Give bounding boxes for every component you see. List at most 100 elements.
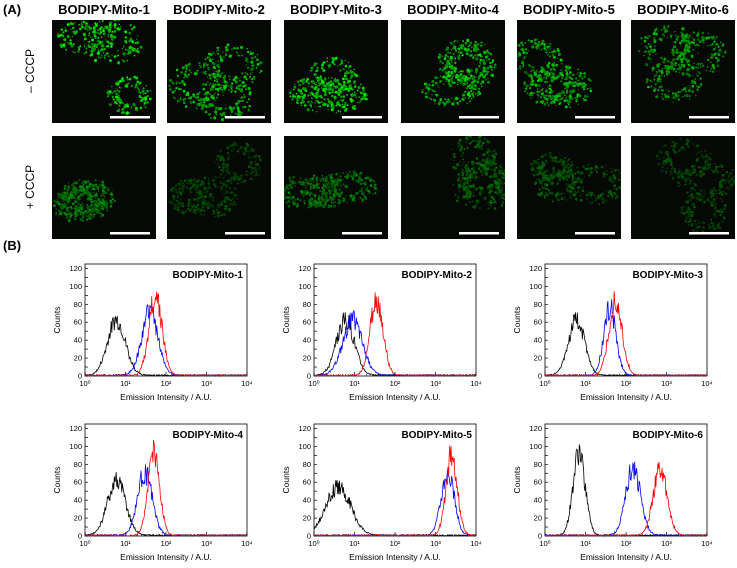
fluorescence-speck	[171, 202, 174, 205]
fluorescence-speck	[548, 189, 550, 191]
fluorescence-speck	[499, 172, 501, 174]
fluorescence-speck	[126, 105, 129, 108]
fluorescence-speck	[117, 90, 118, 91]
fluorescence-speck	[444, 57, 447, 60]
fluorescence-speck	[352, 89, 353, 90]
fluorescence-speck	[712, 71, 714, 73]
fluorescence-speck	[294, 86, 297, 89]
fluorescence-speck	[307, 94, 309, 96]
fluorescence-speck	[533, 162, 535, 164]
fluorescence-speck	[133, 76, 136, 79]
fluorescence-speck	[486, 73, 488, 75]
fluorescence-speck	[70, 217, 71, 218]
fluorescence-speck	[92, 185, 94, 187]
fluorescence-speck	[472, 88, 475, 91]
fluorescence-speck	[331, 57, 334, 60]
fluorescence-speck	[89, 46, 91, 48]
fluorescence-speck	[98, 203, 99, 204]
fluorescence-speck	[440, 76, 442, 78]
fluorescence-speck	[479, 186, 481, 188]
fluorescence-speck	[543, 187, 545, 189]
fluorescence-speck	[575, 77, 577, 79]
fluorescence-speck	[235, 176, 236, 177]
fluorescence-speck	[71, 183, 74, 186]
fluorescence-speck	[662, 33, 664, 35]
fluorescence-speck	[467, 185, 470, 188]
fluorescence-speck	[451, 65, 454, 68]
fluorescence-speck	[655, 53, 657, 55]
fluorescence-speck	[223, 79, 225, 81]
fluorescence-speck	[524, 91, 525, 92]
fluorescence-speck	[663, 25, 665, 27]
fluorescence-speck	[689, 99, 690, 100]
fluorescence-speck	[695, 223, 697, 225]
fluorescence-speck	[688, 35, 691, 38]
fluorescence-speck	[286, 187, 288, 189]
fluorescence-speck	[214, 161, 216, 163]
fluorescence-speck	[661, 151, 662, 152]
fluorescence-speck	[453, 53, 454, 54]
fluorescence-speck	[488, 150, 491, 153]
fluorescence-speck	[466, 180, 467, 181]
fluorescence-speck	[319, 85, 320, 86]
fluorescence-speck	[704, 156, 706, 158]
fluorescence-speck	[728, 188, 729, 189]
fluorescence-speck	[652, 67, 655, 70]
fluorescence-speck	[483, 169, 484, 170]
fluorescence-speck	[257, 54, 258, 55]
fluorescence-speck	[649, 53, 651, 55]
fluorescence-speck	[177, 209, 180, 212]
fluorescence-speck	[541, 40, 544, 43]
fluorescence-speck	[536, 70, 537, 71]
fluorescence-speck	[234, 90, 236, 92]
micrograph-image	[167, 136, 271, 239]
fluorescence-speck	[541, 160, 542, 161]
fluorescence-speck	[318, 102, 320, 104]
fluorescence-speck	[67, 202, 69, 204]
fluorescence-speck	[300, 92, 302, 94]
fluorescence-speck	[78, 198, 81, 201]
fluorescence-speck	[688, 95, 690, 97]
fluorescence-speck	[218, 211, 220, 213]
fluorescence-speck	[302, 96, 305, 99]
fluorescence-speck	[82, 213, 84, 215]
fluorescence-speck	[105, 39, 106, 40]
fluorescence-speck	[98, 33, 99, 34]
fluorescence-speck	[96, 196, 98, 198]
fluorescence-speck	[324, 88, 325, 89]
fluorescence-speck	[209, 183, 210, 184]
fluorescence-speck	[240, 174, 243, 177]
fluorescence-speck	[188, 206, 189, 207]
fluorescence-speck	[257, 163, 258, 164]
fluorescence-speck	[205, 58, 207, 60]
fluorescence-speck	[344, 185, 345, 186]
fluorescence-speck	[341, 86, 344, 89]
fluorescence-speck	[249, 150, 250, 151]
fluorescence-speck	[676, 35, 679, 38]
fluorescence-speck	[667, 29, 668, 30]
fluorescence-speck	[494, 152, 497, 155]
fluorescence-speck	[205, 187, 207, 189]
fluorescence-speck	[107, 187, 109, 189]
fluorescence-speck	[217, 79, 218, 80]
fluorescence-speck	[315, 70, 317, 72]
fluorescence-speck	[294, 186, 295, 187]
fluorescence-speck	[473, 185, 474, 186]
fluorescence-speck	[580, 83, 583, 86]
fluorescence-speck	[475, 172, 477, 174]
fluorescence-speck	[539, 183, 540, 184]
fluorescence-speck	[200, 103, 202, 105]
fluorescence-speck	[496, 173, 498, 175]
fluorescence-speck	[497, 188, 498, 189]
fluorescence-speck	[692, 229, 695, 232]
fluorescence-speck	[483, 70, 486, 73]
fluorescence-speck	[95, 24, 98, 27]
fluorescence-speck	[489, 205, 490, 206]
fluorescence-speck	[62, 201, 63, 202]
fluorescence-speck	[463, 148, 465, 150]
fluorescence-speck	[225, 169, 227, 171]
fluorescence-speck	[549, 84, 552, 87]
fluorescence-speck	[72, 202, 75, 205]
micrograph-image	[52, 20, 156, 123]
fluorescence-speck	[523, 57, 525, 59]
